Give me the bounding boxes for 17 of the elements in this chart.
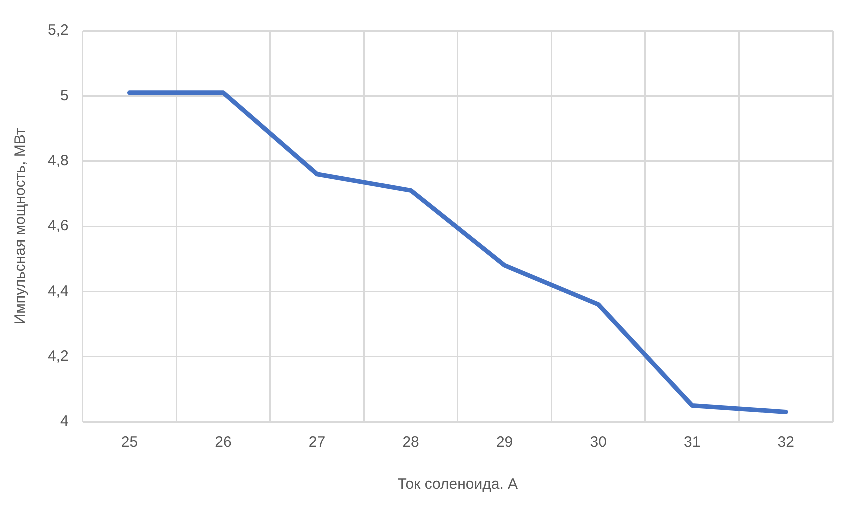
y-axis-title: Импульсная мощность, МВт <box>12 128 30 325</box>
y-tick-label: 4,8 <box>48 152 69 170</box>
y-tick-label: 5,2 <box>48 22 69 40</box>
y-tick-label: 5 <box>60 87 69 104</box>
x-tick-label: 27 <box>308 434 326 452</box>
x-tick-label: 28 <box>402 434 420 452</box>
y-tick-label: 4,2 <box>48 348 69 365</box>
y-tick-label: 4,6 <box>48 218 69 235</box>
x-axis-title: Ток соленоида. А <box>398 476 518 494</box>
x-tick-label: 26 <box>215 434 232 452</box>
x-tick-label: 25 <box>121 434 138 452</box>
x-tick-label: 32 <box>778 434 794 452</box>
y-tick-label: 4,4 <box>48 282 69 300</box>
x-tick-label: 31 <box>684 434 701 452</box>
x-tick-label: 30 <box>590 434 607 452</box>
y-tick-label: 4 <box>60 413 69 430</box>
x-tick-label: 29 <box>496 434 514 452</box>
